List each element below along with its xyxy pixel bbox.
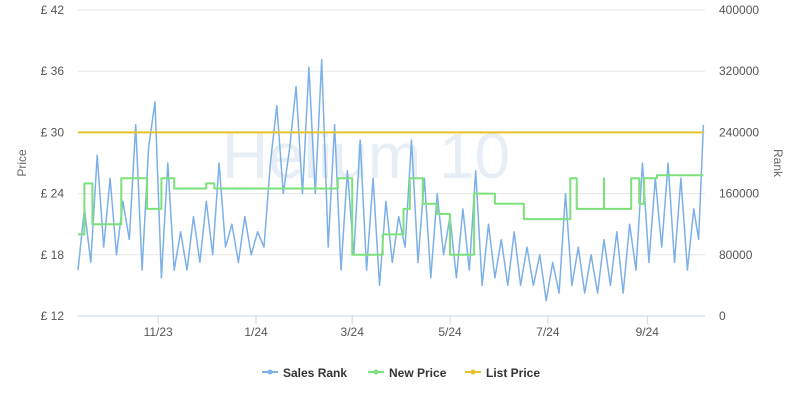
right-tick-label: 320000 [719,64,759,78]
legend-item-sales-rank[interactable]: Sales Rank [262,366,347,380]
right-tick-label: 80000 [719,248,753,262]
right-tick-label: 0 [719,309,726,323]
left-tick-label: £ 18 [41,248,65,262]
x-tick-label: 5/24 [438,325,462,339]
legend-label: Sales Rank [283,366,347,380]
x-tick-label: 11/23 [144,325,173,339]
legend-label: New Price [389,366,447,380]
series-line-sales-rank [77,58,705,302]
series-line-new-price [78,174,704,256]
x-tick-label: 9/24 [636,325,660,339]
x-tick-label: 7/24 [536,325,560,339]
x-tick-label: 3/24 [341,325,365,339]
left-y-axis: £ 12 £ 18 £ 24 £ 30 £ 36 £ 42 [41,3,65,323]
left-axis-title: Price [15,149,29,177]
right-tick-label: 240000 [719,125,759,139]
series-group [77,58,705,302]
left-tick-label: £ 30 [41,125,65,139]
right-tick-label: 160000 [719,187,759,201]
right-axis-title: Rank [771,149,785,178]
left-tick-label: £ 36 [41,64,65,78]
legend-label: List Price [486,366,540,380]
right-y-axis: 0 80000 160000 240000 320000 400000 [719,3,759,323]
legend-marker-icon [267,369,273,375]
x-axis: 11/23 1/24 3/24 5/24 7/24 9/24 [78,315,705,339]
watermark-text: Helium 10 [222,120,510,192]
legend-item-new-price[interactable]: New Price [368,366,447,380]
legend-marker-icon [470,369,476,375]
legend-item-list-price[interactable]: List Price [465,366,540,380]
left-tick-label: £ 42 [41,3,65,17]
legend-marker-icon [373,369,379,375]
left-tick-label: £ 12 [41,309,65,323]
legend[interactable]: Sales Rank New Price List Price [262,366,540,380]
right-tick-label: 400000 [719,3,759,17]
x-tick-label: 1/24 [244,325,268,339]
left-tick-label: £ 24 [41,187,65,201]
